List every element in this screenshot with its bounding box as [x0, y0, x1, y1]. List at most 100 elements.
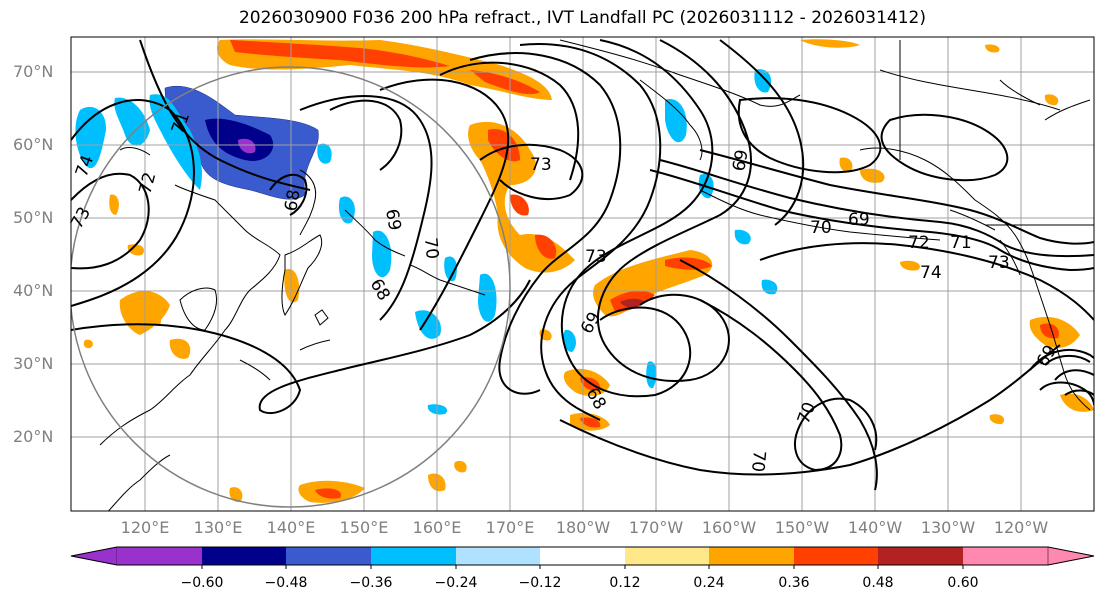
lon-label: 150°E — [339, 518, 389, 537]
warm-anomaly-region — [510, 194, 529, 216]
warm-anomaly-region — [900, 260, 920, 271]
lon-label: 140°E — [266, 518, 316, 537]
range-circle — [71, 66, 511, 508]
cold-anomaly-region — [761, 279, 778, 295]
cold-anomaly-region — [238, 138, 256, 154]
warm-anomaly-region — [1044, 94, 1059, 106]
lon-label: 160°W — [701, 518, 757, 537]
warm-anomaly-region — [315, 488, 341, 499]
lon-label: 180°W — [555, 518, 611, 537]
colorbar-label: 0.60 — [947, 575, 979, 591]
contour-label: 74 — [920, 263, 942, 283]
contour-label: 73 — [988, 253, 1010, 273]
warm-anomaly-region — [109, 194, 119, 215]
cold-anomaly-region — [415, 310, 441, 339]
colorbar-label: 0.24 — [693, 575, 725, 591]
colorbar-label: −0.12 — [518, 575, 562, 591]
colorbar-label: −0.24 — [434, 575, 478, 591]
contour-label: 71 — [950, 233, 972, 253]
colorbar-label: −0.48 — [264, 575, 308, 591]
colorbar-segment — [625, 547, 709, 565]
lon-label: 160°E — [412, 518, 462, 537]
contour-label: 72 — [908, 233, 930, 253]
lat-label: 40°N — [13, 281, 54, 300]
warm-anomaly-region — [83, 339, 93, 349]
lon-label: 170°E — [485, 518, 535, 537]
warm-anomaly-region — [284, 269, 300, 303]
lon-label: 170°W — [628, 518, 684, 537]
warm-anomaly-region — [839, 157, 853, 173]
map-title: 2026030900 F036 200 hPa refract., IVT La… — [238, 8, 926, 28]
cold-anomaly-region — [149, 94, 202, 190]
contour-label: 69 — [848, 210, 870, 230]
contour-label: 70 — [794, 400, 820, 427]
contour-label: 68 — [281, 188, 304, 213]
map-frame — [70, 36, 1095, 512]
cold-anomaly-region — [338, 196, 355, 224]
colorbar-segment — [709, 547, 794, 565]
lon-label: 130°E — [193, 518, 243, 537]
coastlines — [99, 39, 1094, 511]
colorbar-label: 0.36 — [778, 575, 810, 591]
colorbar-segment — [794, 547, 878, 565]
contour-label: 72 — [136, 170, 161, 196]
lon-label: 140°W — [847, 518, 903, 537]
colorbar-segment — [1047, 546, 1095, 566]
colorbar-label: 0.12 — [609, 575, 641, 591]
contour-label: 68 — [366, 276, 394, 305]
colorbar-label: 0.48 — [862, 575, 894, 591]
contour-label: 70 — [747, 450, 769, 473]
colorbar-segment — [371, 547, 456, 565]
warm-anomaly-region — [580, 417, 601, 428]
colorbar-label: −0.36 — [349, 575, 393, 591]
warm-anomaly-region — [229, 487, 243, 503]
warm-anomaly-region — [985, 44, 1000, 53]
lon-label: 130°W — [920, 518, 976, 537]
cold-anomaly-region — [665, 99, 687, 143]
colorbar-segment — [70, 546, 118, 566]
cold-anomaly-region — [317, 143, 332, 164]
colorbar-segment — [540, 547, 625, 565]
warm-anomaly-region — [860, 168, 885, 183]
colorbar-segment — [286, 547, 371, 565]
cold-anomaly-region — [734, 229, 751, 245]
warm-anomaly-region — [620, 298, 645, 308]
warm-anomaly-region — [1040, 323, 1059, 339]
warm-anomaly-region — [470, 70, 540, 95]
cold-anomaly-region — [444, 256, 457, 282]
cold-anomaly-region — [478, 273, 497, 322]
warm-anomaly-region — [468, 121, 575, 273]
contour-label: 73 — [530, 155, 552, 175]
lat-label: 50°N — [13, 208, 54, 227]
warm-anomaly-region — [535, 234, 557, 259]
warm-anomaly-region — [454, 460, 467, 473]
warm-anomaly-region — [127, 244, 145, 256]
cold-anomaly-region — [75, 106, 106, 169]
lat-label: 60°N — [13, 135, 54, 154]
contour-label: 69 — [381, 207, 404, 232]
colorbar — [70, 546, 1095, 569]
contour-label: 73 — [585, 247, 607, 267]
lon-label: 150°W — [774, 518, 830, 537]
warm-anomaly-region — [1060, 393, 1094, 412]
contour-label: 70 — [420, 237, 442, 260]
lon-label: 120°W — [993, 518, 1049, 537]
lat-label: 20°N — [13, 427, 54, 446]
colorbar-segment — [202, 547, 286, 565]
lon-label: 120°E — [120, 518, 170, 537]
contour-label: 70 — [810, 218, 832, 238]
lat-label: 30°N — [13, 354, 54, 373]
island-outline — [314, 309, 329, 326]
warm-anomaly-region — [230, 40, 450, 68]
colorbar-label: −0.60 — [180, 575, 224, 591]
cold-anomaly-region — [372, 230, 392, 278]
colorbar-segment — [878, 547, 963, 565]
warm-anomaly-region — [800, 39, 860, 48]
cold-anomaly-region — [562, 329, 576, 352]
colorbar-outline — [70, 546, 1095, 566]
colorbar-segment — [456, 547, 540, 565]
cold-anomaly-region — [754, 69, 772, 93]
contour-label: 69 — [729, 148, 752, 173]
shading-layer — [75, 39, 1094, 503]
